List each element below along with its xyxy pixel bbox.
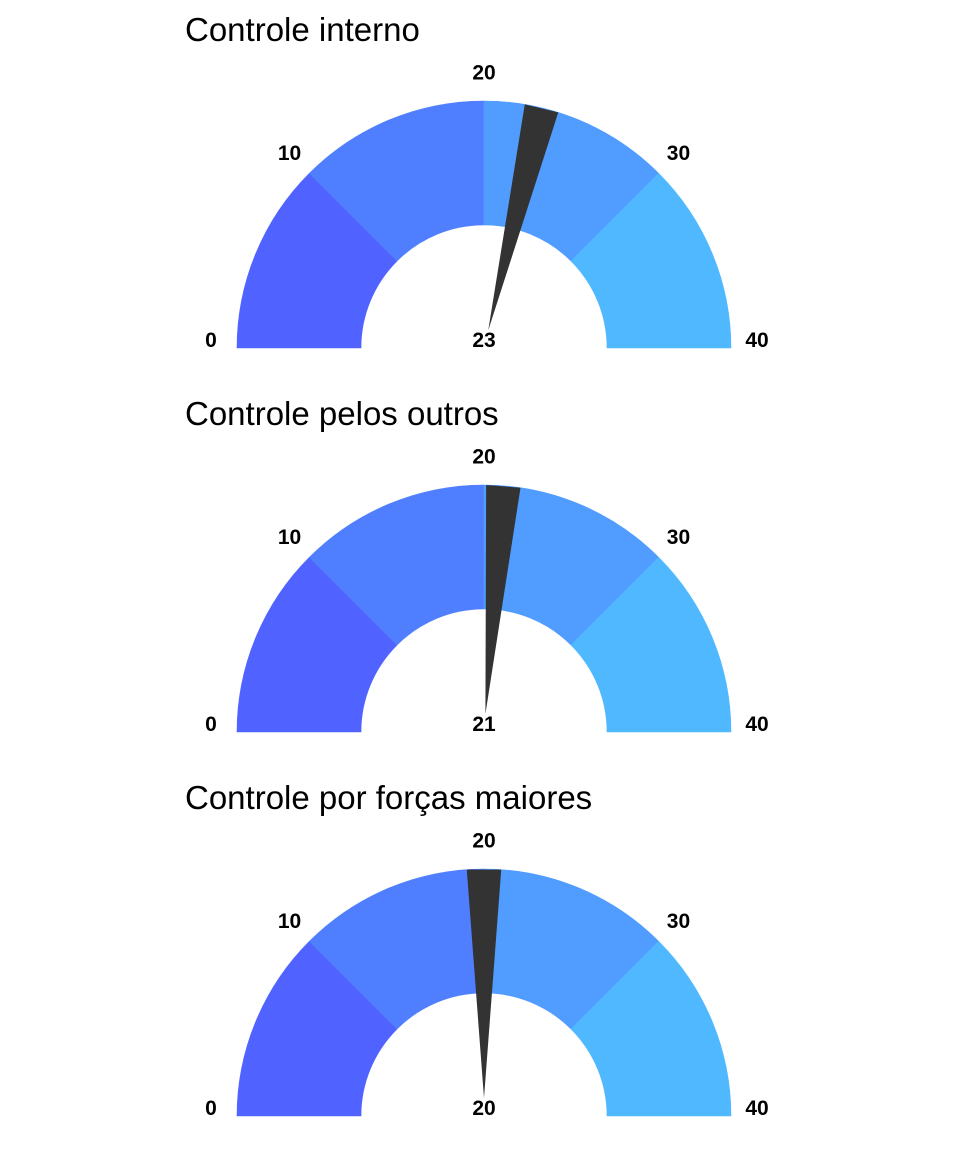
gauge-band-segment bbox=[570, 172, 732, 349]
gauge-panel: Controle por forças maiores 0 10 20 30 40 20 bbox=[185, 779, 769, 1120]
gauge-value-label: 20 bbox=[472, 1097, 495, 1120]
gauge-tick-label: 30 bbox=[667, 142, 690, 165]
gauge-value-label: 23 bbox=[472, 329, 495, 352]
gauge-tick-label: 30 bbox=[667, 526, 690, 549]
gauge-needle bbox=[466, 869, 502, 1098]
gauge-tick-label: 0 bbox=[205, 329, 217, 352]
gauge-tick-label: 20 bbox=[472, 446, 495, 469]
gauge-tick-label: 40 bbox=[745, 713, 768, 736]
gauge-panel: Controle interno 0 10 20 30 40 23 bbox=[185, 11, 769, 352]
gauge-title: Controle pelos outros bbox=[185, 395, 499, 432]
gauge-band-segment bbox=[570, 556, 732, 733]
gauge-needle bbox=[485, 485, 521, 715]
gauge-title: Controle por forças maiores bbox=[185, 779, 592, 816]
gauge-value-label: 21 bbox=[472, 713, 496, 736]
gauge-title: Controle interno bbox=[185, 11, 420, 48]
gauge-tick-label: 40 bbox=[745, 1097, 768, 1120]
gauge-tick-label: 40 bbox=[745, 329, 768, 352]
gauge-tick-label: 20 bbox=[472, 830, 495, 853]
gauge-tick-label: 10 bbox=[278, 910, 301, 933]
gauge-needle bbox=[488, 104, 559, 331]
gauge-tick-label: 10 bbox=[278, 526, 301, 549]
gauge-panel: Controle pelos outros 0 10 20 30 40 21 bbox=[185, 395, 769, 736]
gauge-tick-label: 20 bbox=[472, 62, 495, 85]
gauge-tick-label: 10 bbox=[278, 142, 301, 165]
gauge-band-segment bbox=[570, 940, 732, 1117]
gauge-tick-label: 30 bbox=[667, 910, 690, 933]
gauge-tick-label: 0 bbox=[205, 1097, 217, 1120]
gauge-tick-label: 0 bbox=[205, 713, 217, 736]
